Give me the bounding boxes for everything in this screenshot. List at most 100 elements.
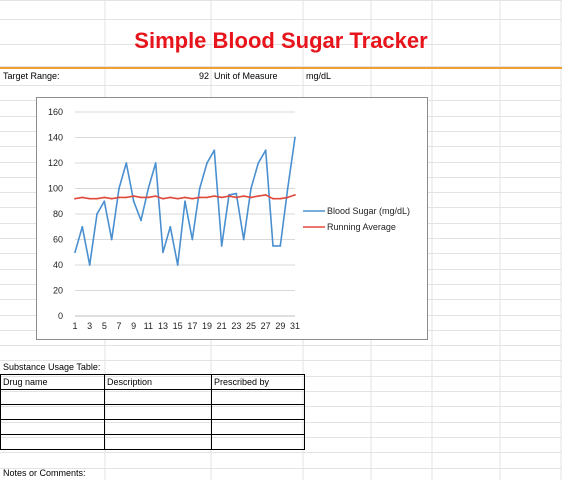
x-tick-label: 25 [246, 321, 256, 331]
page-title: Simple Blood Sugar Tracker [134, 28, 428, 53]
x-tick-label: 5 [102, 321, 107, 331]
data-point [198, 196, 201, 199]
data-point [132, 195, 135, 198]
x-tick-label: 1 [72, 321, 77, 331]
data-point [213, 149, 216, 152]
data-point [264, 193, 267, 196]
data-point [242, 195, 245, 198]
unit-value[interactable]: mg/dL [306, 71, 332, 81]
data-point [206, 162, 208, 164]
data-point [272, 197, 274, 200]
data-point [118, 187, 120, 190]
table-row [0, 419, 305, 435]
data-point [140, 219, 142, 222]
data-point [228, 195, 230, 198]
data-point [169, 196, 172, 199]
data-point [250, 187, 252, 190]
data-point [118, 196, 120, 199]
x-tick-label: 29 [275, 321, 285, 331]
data-point [147, 187, 150, 190]
table-cell[interactable] [211, 389, 305, 405]
data-point [191, 238, 194, 241]
x-tick-label: 31 [290, 321, 300, 331]
table-cell[interactable] [104, 434, 212, 450]
data-point [96, 213, 98, 215]
x-tick-label: 11 [144, 321, 153, 331]
y-tick-label: 160 [48, 107, 63, 117]
data-point [132, 200, 135, 203]
data-point [235, 196, 238, 199]
table-row [0, 404, 305, 420]
header-description: Description [104, 374, 212, 390]
data-point [220, 244, 223, 247]
title-divider [0, 67, 562, 69]
table-cell[interactable] [0, 404, 105, 420]
data-point [88, 197, 91, 200]
data-point [184, 196, 186, 199]
data-point [228, 193, 230, 196]
table-cell[interactable] [0, 419, 105, 435]
x-tick-label: 15 [173, 321, 183, 331]
x-tick-label: 3 [87, 321, 92, 331]
table-cell[interactable] [0, 434, 105, 450]
data-point [125, 162, 128, 164]
table-cell[interactable] [0, 389, 105, 405]
y-tick-label: 140 [48, 133, 63, 143]
data-point [242, 238, 245, 241]
data-point [154, 195, 157, 198]
data-point [184, 200, 186, 203]
data-point [103, 200, 106, 203]
table-cell[interactable] [104, 419, 212, 435]
data-point [88, 264, 91, 266]
target-range-value[interactable]: 92 [199, 71, 210, 81]
data-point [286, 187, 289, 190]
table-row [0, 434, 305, 450]
target-range-label: Target Range: [3, 71, 60, 81]
x-tick-label: 19 [202, 321, 212, 331]
x-tick-label: 7 [116, 321, 121, 331]
x-tick-label: 13 [158, 321, 168, 331]
header-prescribed-by: Prescribed by [211, 374, 305, 390]
data-point [74, 197, 76, 200]
data-point [154, 162, 157, 164]
table-row [0, 389, 305, 405]
data-point [110, 238, 113, 241]
data-point [169, 225, 172, 228]
data-point [286, 196, 289, 199]
table-cell[interactable] [211, 419, 305, 435]
data-point [147, 196, 150, 199]
y-tick-label: 40 [53, 260, 63, 270]
data-point [213, 195, 216, 198]
table-cell[interactable] [211, 404, 305, 420]
y-tick-label: 100 [48, 184, 63, 194]
unit-label: Unit of Measure [214, 71, 278, 81]
data-point [140, 196, 142, 199]
data-point [125, 196, 128, 199]
table-cell[interactable] [104, 389, 212, 405]
data-point [96, 197, 98, 200]
substance-usage-table: Drug name Description Prescribed by [0, 374, 305, 450]
x-tick-label: 23 [231, 321, 241, 331]
x-tick-label: 27 [261, 321, 271, 331]
x-tick-label: 21 [217, 321, 227, 331]
data-point [279, 244, 282, 247]
y-tick-label: 0 [58, 311, 63, 321]
blood-sugar-chart[interactable]: 0 20 40 60 80 100 120 140 160 1 3 5 7 9 11 13 15 17 19 21 23… [36, 97, 428, 340]
y-tick-label: 20 [53, 286, 63, 296]
data-point [176, 264, 179, 266]
data-point [294, 193, 296, 196]
table-header-row: Drug name Description Prescribed by [0, 374, 305, 390]
table-cell[interactable] [104, 404, 212, 420]
data-point [206, 196, 208, 199]
table-cell[interactable] [211, 434, 305, 450]
y-tick-label: 120 [48, 158, 63, 168]
data-point [257, 162, 260, 164]
data-point [294, 136, 296, 139]
legend-label: Blood Sugar (mg/dL) [327, 206, 410, 216]
data-point [191, 197, 194, 200]
data-point [250, 196, 252, 199]
data-point [257, 195, 260, 198]
data-point [81, 196, 84, 199]
data-point [272, 244, 274, 247]
data-point [162, 251, 164, 254]
